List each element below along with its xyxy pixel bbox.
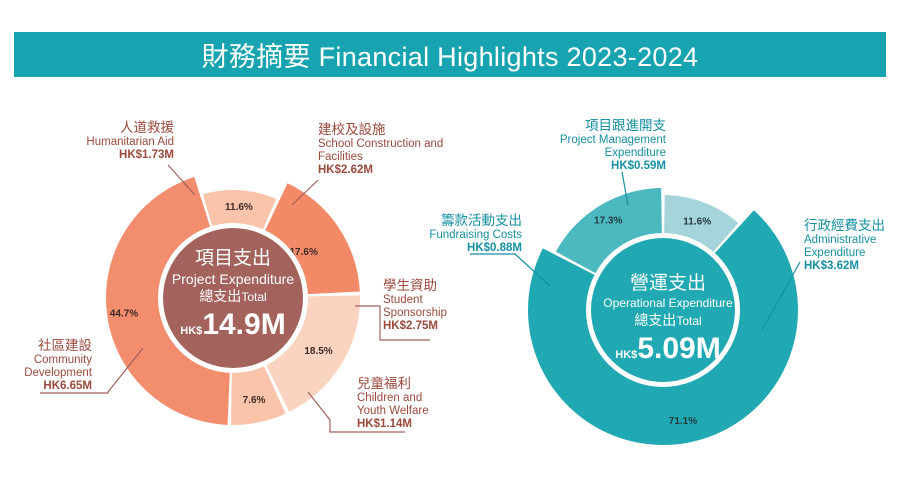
operational-center-disc <box>591 238 735 382</box>
student-en: Student Sponsorship <box>383 294 447 319</box>
community-amount: HK6.65M <box>43 380 92 392</box>
project-center-zh: 項目支出 <box>194 248 271 269</box>
leader-fundraising <box>470 253 551 287</box>
operational-center-zh: 營運支出 <box>629 273 706 294</box>
administrative-amount: HK$3.62M <box>804 260 859 272</box>
label-administrative: 行政經費支出 Administrative Expenditure HK$3.6… <box>804 218 896 273</box>
operational-percent-label-0: 11.6% <box>683 216 711 227</box>
operational-percent-label-1: 71.1% <box>669 416 697 427</box>
label-student-sponsorship: 學生資助 Student Sponsorship HK$2.75M <box>383 278 473 333</box>
label-school-construction: 建校及設施 School Construction and Facilities… <box>318 122 448 177</box>
project-center-en: Project Expenditure <box>171 271 295 287</box>
leader-administrative <box>761 261 801 331</box>
administrative-en: Administrative Expenditure <box>804 234 877 259</box>
student-amount: HK$2.75M <box>383 320 438 332</box>
project-center-disc <box>163 228 303 368</box>
community-en: Community Development <box>24 354 92 379</box>
student-zh: 學生資助 <box>383 278 437 293</box>
project-total-en: Total <box>241 290 267 304</box>
label-community-development: 社區建設 Community Development HK6.65M <box>8 338 92 393</box>
project-management-amount: HK$0.59M <box>611 160 666 172</box>
operational-percent-label-2: 17.3% <box>594 215 622 226</box>
humanitarian-en: Humanitarian Aid <box>86 136 174 148</box>
leader-student <box>355 305 430 341</box>
project-center-label: 項目支出 Project Expenditure 總支出Total HK$14.… <box>158 248 308 342</box>
project-percent-label-3: 7.6% <box>243 395 266 406</box>
label-humanitarian-aid: 人道救援 Humanitarian Aid HK$1.73M <box>62 120 174 162</box>
project-total-amount: HK$14.9M <box>158 308 308 342</box>
project-total-zh: 總支出 <box>199 288 242 304</box>
label-children-youth-welfare: 兒童福利 Children and Youth Welfare HK$1.14M <box>357 376 447 431</box>
operational-amount: 5.09M <box>637 332 721 365</box>
fundraising-en: Fundraising Costs <box>429 229 522 241</box>
operational-total-zh: 總支出 <box>634 312 677 328</box>
fundraising-amount: HK$0.88M <box>467 242 522 254</box>
label-fundraising: 籌款活動支出 Fundraising Costs HK$0.88M <box>412 213 522 255</box>
leader-project-management <box>621 171 629 206</box>
page-title: 財務摘要 Financial Highlights 2023-2024 <box>14 32 886 77</box>
label-project-management: 項目跟進開支 Project Management Expenditure HK… <box>548 118 666 173</box>
project-total-label: 總支出Total <box>158 288 308 306</box>
operational-total-en: Total <box>676 314 702 328</box>
children-en: Children and Youth Welfare <box>357 392 429 417</box>
project-percent-label-0: 11.6% <box>225 202 253 213</box>
leader-community <box>40 347 144 394</box>
project-percent-label-1: 17.6% <box>289 247 317 258</box>
project-amount: 14.9M <box>202 308 286 341</box>
leader-children <box>307 391 405 433</box>
project-percent-label-4: 44.7% <box>110 309 138 320</box>
school-en: School Construction and Facilities <box>318 138 444 163</box>
leader-school <box>291 179 319 206</box>
project-percent-label-2: 18.5% <box>304 346 332 357</box>
children-amount: HK$1.14M <box>357 418 412 430</box>
project-management-en: Project Management Expenditure <box>559 134 666 159</box>
school-zh: 建校及設施 <box>318 122 386 137</box>
operational-total-amount: HK$5.09M <box>588 332 748 366</box>
project-currency: HK$ <box>180 325 203 337</box>
operational-center-label: 營運支出 Operational Expenditure 總支出Total HK… <box>588 273 748 366</box>
administrative-zh: 行政經費支出 <box>804 218 885 233</box>
operational-total-label: 總支出Total <box>588 312 748 330</box>
children-zh: 兒童福利 <box>357 376 411 391</box>
operational-center-en: Operational Expenditure <box>603 296 733 310</box>
humanitarian-amount: HK$1.73M <box>119 149 174 161</box>
leader-humanitarian <box>167 164 196 196</box>
school-amount: HK$2.62M <box>318 164 373 176</box>
fundraising-zh: 籌款活動支出 <box>441 213 522 228</box>
humanitarian-zh: 人道救援 <box>120 120 174 135</box>
project-management-zh: 項目跟進開支 <box>585 118 666 133</box>
community-zh: 社區建設 <box>38 338 92 353</box>
operational-currency: HK$ <box>615 349 638 361</box>
